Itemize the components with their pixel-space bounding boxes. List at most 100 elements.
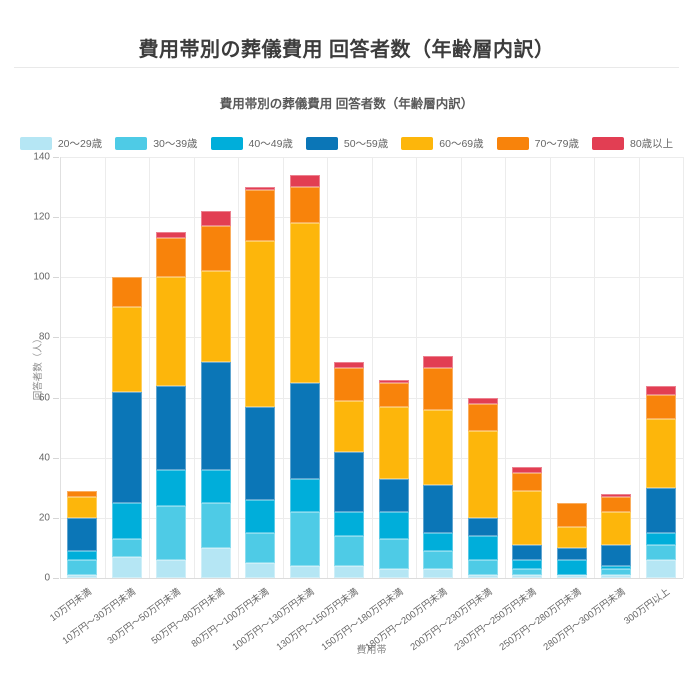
bar-segment[interactable]	[378, 538, 409, 569]
bar-segment[interactable]	[467, 403, 498, 431]
bar-segment[interactable]	[378, 478, 409, 512]
bar-segment[interactable]	[467, 575, 498, 578]
bar-segment[interactable]	[67, 550, 98, 560]
legend-item-0[interactable]: 20～29歳	[19, 136, 102, 151]
bar-segment[interactable]	[601, 493, 632, 497]
bar-13[interactable]	[645, 385, 676, 578]
bar-segment[interactable]	[200, 226, 231, 272]
bar-segment[interactable]	[512, 575, 543, 578]
bar-segment[interactable]	[245, 532, 276, 563]
legend-item-4[interactable]: 60～69歳	[401, 136, 484, 151]
bar-segment[interactable]	[378, 406, 409, 479]
bar-7[interactable]	[378, 379, 409, 578]
bar-segment[interactable]	[111, 277, 142, 308]
bar-segment[interactable]	[200, 211, 231, 227]
legend-item-5[interactable]: 70～79歳	[496, 136, 579, 151]
bar-segment[interactable]	[289, 175, 320, 188]
bar-segment[interactable]	[111, 502, 142, 539]
bar-segment[interactable]	[245, 190, 276, 242]
bar-segment[interactable]	[334, 367, 365, 401]
bar-segment[interactable]	[111, 556, 142, 578]
bar-segment[interactable]	[200, 361, 231, 470]
legend-item-3[interactable]: 50～59歳	[305, 136, 388, 151]
bar-segment[interactable]	[334, 565, 365, 578]
bar-segment[interactable]	[423, 568, 454, 578]
bar-segment[interactable]	[556, 547, 587, 560]
bar-segment[interactable]	[423, 409, 454, 485]
legend-item-6[interactable]: 80歳以上	[591, 136, 673, 151]
bar-segment[interactable]	[512, 466, 543, 473]
bar-segment[interactable]	[512, 472, 543, 491]
bar-segment[interactable]	[423, 484, 454, 533]
bar-segment[interactable]	[289, 478, 320, 512]
bar-segment[interactable]	[601, 511, 632, 545]
bar-segment[interactable]	[467, 397, 498, 404]
bar-segment[interactable]	[200, 502, 231, 548]
bar-segment[interactable]	[289, 187, 320, 224]
bar-segment[interactable]	[111, 538, 142, 557]
bar-0[interactable]	[67, 490, 98, 578]
bar-segment[interactable]	[645, 385, 676, 395]
bar-segment[interactable]	[556, 559, 587, 575]
bar-segment[interactable]	[245, 499, 276, 533]
bar-segment[interactable]	[334, 361, 365, 368]
bar-segment[interactable]	[334, 400, 365, 452]
bar-segment[interactable]	[556, 502, 587, 527]
bar-segment[interactable]	[245, 562, 276, 578]
bar-3[interactable]	[200, 211, 231, 578]
bar-segment[interactable]	[67, 559, 98, 575]
bar-segment[interactable]	[200, 469, 231, 503]
bar-1[interactable]	[111, 277, 142, 578]
bar-segment[interactable]	[289, 223, 320, 383]
bar-segment[interactable]	[512, 544, 543, 560]
bar-segment[interactable]	[156, 277, 187, 386]
bar-segment[interactable]	[423, 550, 454, 569]
bar-segment[interactable]	[245, 241, 276, 407]
bar-segment[interactable]	[601, 566, 632, 569]
bar-segment[interactable]	[467, 430, 498, 518]
bar-segment[interactable]	[334, 451, 365, 512]
bar-segment[interactable]	[334, 535, 365, 566]
bar-segment[interactable]	[645, 394, 676, 419]
bar-5[interactable]	[289, 175, 320, 578]
bar-segment[interactable]	[156, 505, 187, 560]
bar-segment[interactable]	[378, 379, 409, 383]
legend-item-2[interactable]: 40～49歳	[210, 136, 293, 151]
bar-segment[interactable]	[200, 271, 231, 362]
bar-segment[interactable]	[111, 391, 142, 503]
bar-segment[interactable]	[423, 355, 454, 368]
bar-segment[interactable]	[67, 517, 98, 551]
bar-segment[interactable]	[289, 511, 320, 566]
legend-item-1[interactable]: 30～39歳	[115, 136, 198, 151]
bar-segment[interactable]	[378, 568, 409, 578]
bar-segment[interactable]	[156, 469, 187, 506]
bar-segment[interactable]	[467, 559, 498, 575]
bar-segment[interactable]	[467, 517, 498, 536]
bar-segment[interactable]	[156, 238, 187, 278]
bar-segment[interactable]	[512, 569, 543, 575]
bar-segment[interactable]	[601, 544, 632, 566]
bar-4[interactable]	[245, 187, 276, 578]
bar-segment[interactable]	[467, 535, 498, 560]
bar-segment[interactable]	[156, 385, 187, 470]
bar-6[interactable]	[334, 361, 365, 578]
bar-segment[interactable]	[67, 575, 98, 578]
bar-segment[interactable]	[645, 532, 676, 545]
bar-segment[interactable]	[378, 382, 409, 407]
bar-segment[interactable]	[512, 559, 543, 569]
bar-segment[interactable]	[601, 496, 632, 512]
bar-segment[interactable]	[645, 487, 676, 533]
bar-12[interactable]	[601, 493, 632, 578]
bar-segment[interactable]	[645, 418, 676, 488]
bar-segment[interactable]	[289, 382, 320, 479]
bar-8[interactable]	[423, 355, 454, 578]
bar-segment[interactable]	[245, 187, 276, 191]
bar-segment[interactable]	[200, 547, 231, 578]
bar-2[interactable]	[156, 232, 187, 578]
bar-segment[interactable]	[645, 559, 676, 578]
bar-segment[interactable]	[111, 307, 142, 392]
bar-segment[interactable]	[334, 511, 365, 536]
bar-segment[interactable]	[156, 559, 187, 578]
bar-9[interactable]	[467, 397, 498, 578]
bar-segment[interactable]	[289, 565, 320, 578]
